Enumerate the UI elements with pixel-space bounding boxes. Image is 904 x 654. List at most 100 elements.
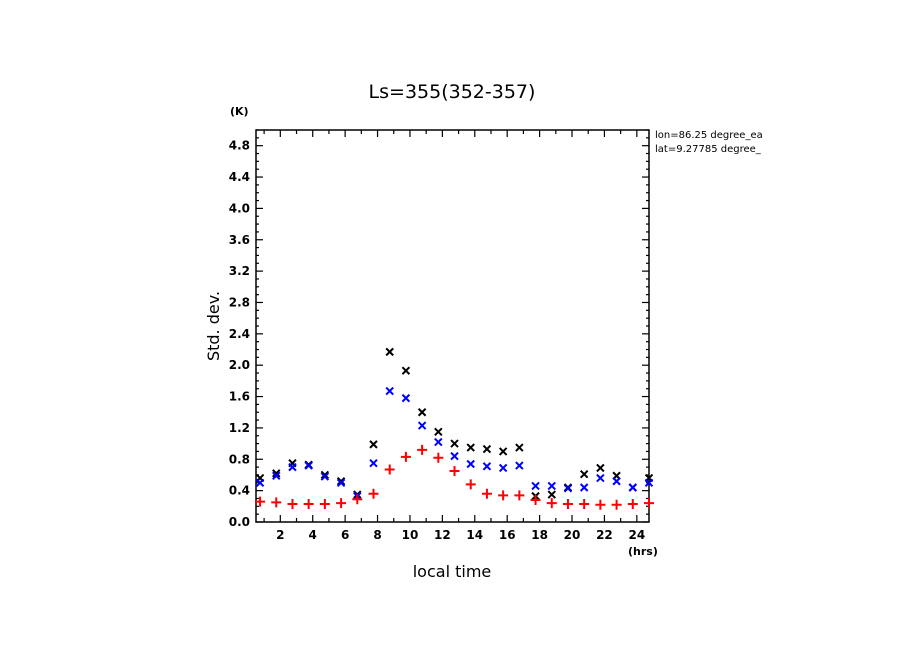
data-point bbox=[498, 463, 508, 473]
y-unit: (K) bbox=[230, 105, 249, 118]
data-point bbox=[271, 497, 282, 508]
data-point bbox=[434, 427, 443, 437]
x-tick-label: 6 bbox=[341, 528, 349, 542]
data-point bbox=[369, 440, 378, 449]
data-point bbox=[596, 463, 605, 473]
data-point bbox=[400, 451, 411, 462]
data-point bbox=[369, 458, 378, 468]
data-point bbox=[288, 462, 297, 472]
y-tick-label: 0.4 bbox=[229, 484, 250, 498]
data-point bbox=[644, 498, 654, 509]
x-unit: (hrs) bbox=[628, 545, 658, 558]
data-point bbox=[255, 478, 265, 488]
x-tick-label: 2 bbox=[276, 528, 284, 542]
data-point bbox=[627, 498, 638, 509]
data-point bbox=[433, 452, 444, 463]
data-point bbox=[434, 437, 443, 447]
data-point bbox=[450, 439, 459, 448]
data-point bbox=[579, 498, 590, 509]
data-point bbox=[611, 499, 622, 510]
y-axis: 0.0 0.4 0.8 1.2 1.6 2.0 2.4 2.8 3.2 3.6 4.0 4.4 4.8 bbox=[229, 129, 649, 529]
chart-title: Ls=355(352-357) bbox=[369, 81, 536, 103]
data-point bbox=[579, 469, 589, 479]
data-point bbox=[498, 490, 509, 501]
data-point bbox=[612, 477, 621, 486]
data-point bbox=[628, 483, 638, 492]
data-point bbox=[465, 479, 476, 490]
data-point bbox=[515, 443, 524, 452]
y-tick-label: 3.6 bbox=[229, 233, 250, 247]
plot-frame bbox=[255, 129, 650, 523]
x-tick-label: 8 bbox=[373, 528, 381, 542]
data-point bbox=[466, 459, 475, 469]
data-point bbox=[514, 490, 525, 501]
data-point bbox=[417, 444, 428, 455]
data-point bbox=[336, 477, 346, 486]
series-0 bbox=[255, 347, 654, 501]
data-point bbox=[498, 447, 508, 456]
data-point bbox=[466, 443, 475, 452]
data-markers bbox=[255, 347, 654, 510]
data-point bbox=[562, 498, 573, 509]
y-tick-label: 2.0 bbox=[229, 358, 250, 372]
y-tick-label: 4.0 bbox=[229, 201, 250, 215]
data-point bbox=[547, 490, 556, 499]
data-point bbox=[368, 488, 379, 499]
y-axis-title: Std. dev. bbox=[204, 291, 223, 361]
data-point bbox=[385, 347, 394, 357]
data-point bbox=[595, 499, 606, 510]
data-point bbox=[385, 386, 394, 396]
data-point bbox=[482, 444, 492, 454]
data-point bbox=[304, 461, 313, 470]
data-point bbox=[450, 451, 459, 461]
x-tick-label: 20 bbox=[564, 528, 581, 542]
data-point bbox=[515, 461, 524, 470]
data-point bbox=[547, 481, 556, 491]
x-tick-label: 16 bbox=[499, 528, 516, 542]
data-point bbox=[546, 498, 557, 509]
x-tick-label: 24 bbox=[628, 528, 645, 542]
data-point bbox=[336, 478, 346, 488]
y-tick-label: 1.6 bbox=[229, 390, 250, 404]
data-point bbox=[255, 496, 266, 507]
x-axis-title: local time bbox=[413, 562, 492, 581]
data-point bbox=[417, 408, 427, 417]
y-tick-label: 0.8 bbox=[229, 452, 250, 466]
data-point bbox=[481, 488, 492, 499]
y-tick-label: 4.4 bbox=[229, 170, 250, 184]
data-point bbox=[644, 478, 654, 488]
data-point bbox=[272, 471, 281, 480]
data-point bbox=[530, 495, 541, 506]
x-tick-label: 10 bbox=[402, 528, 419, 542]
data-point bbox=[336, 498, 347, 509]
x-tick-label: 4 bbox=[309, 528, 317, 542]
data-point bbox=[320, 472, 330, 481]
data-point bbox=[482, 462, 492, 471]
data-point bbox=[401, 393, 411, 403]
info-lat: lat=9.27785 degree_ bbox=[655, 144, 762, 155]
x-tick-label: 22 bbox=[596, 528, 613, 542]
y-tick-label: 1.2 bbox=[229, 421, 250, 435]
y-tick-label: 0.0 bbox=[229, 515, 250, 529]
data-point bbox=[272, 469, 281, 478]
x-tick-label: 14 bbox=[466, 528, 483, 542]
data-point bbox=[596, 473, 605, 483]
series-2 bbox=[255, 444, 654, 510]
y-tick-label: 2.8 bbox=[229, 295, 250, 309]
data-point bbox=[563, 484, 573, 493]
data-point bbox=[303, 498, 314, 509]
data-point bbox=[352, 494, 363, 505]
x-tick-label: 12 bbox=[434, 528, 451, 542]
data-point bbox=[449, 466, 460, 477]
info-lon: lon=86.25 degree_ea bbox=[655, 130, 763, 141]
data-point bbox=[384, 464, 395, 475]
data-point bbox=[579, 483, 589, 492]
x-axis: 2 4 6 8 10 12 14 16 18 20 22 24 bbox=[263, 130, 645, 542]
data-point bbox=[319, 498, 330, 509]
series-1 bbox=[255, 386, 654, 501]
x-tick-label: 18 bbox=[531, 528, 548, 542]
y-tick-label: 4.8 bbox=[229, 139, 250, 153]
y-tick-label: 2.4 bbox=[229, 327, 250, 341]
y-tick-label: 3.2 bbox=[229, 264, 250, 278]
